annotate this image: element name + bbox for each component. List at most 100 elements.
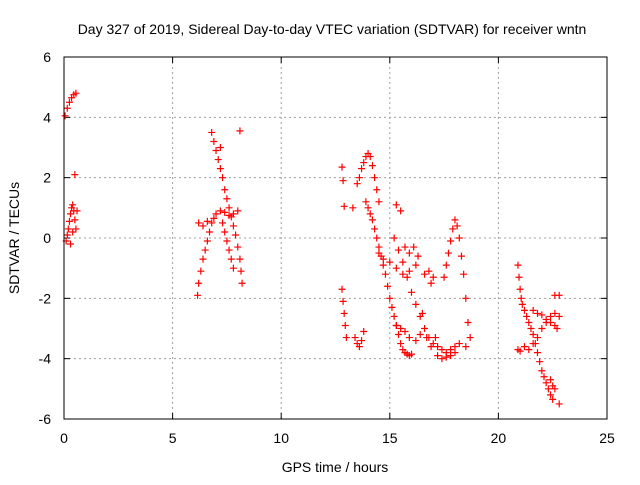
- data-point: [405, 334, 413, 342]
- y-axis-label: SDTVAR / TECUs: [6, 182, 22, 294]
- data-point: [384, 282, 392, 290]
- data-point: [379, 261, 387, 269]
- data-point: [229, 222, 237, 230]
- x-tick-label: 10: [273, 430, 289, 446]
- data-point: [434, 352, 442, 360]
- data-point: [208, 219, 216, 227]
- data-point: [199, 255, 207, 263]
- data-point: [421, 270, 429, 278]
- data-point: [65, 217, 73, 225]
- data-point: [227, 213, 235, 221]
- data-point: [338, 285, 346, 293]
- x-tick-label: 25: [599, 430, 615, 446]
- data-point: [533, 334, 541, 342]
- data-point: [386, 294, 394, 302]
- data-point: [358, 165, 366, 173]
- data-point: [390, 234, 398, 242]
- data-point: [408, 288, 416, 296]
- data-point: [71, 171, 79, 179]
- y-tick-label: -2: [39, 290, 52, 306]
- data-point: [388, 303, 396, 311]
- data-point: [232, 231, 240, 239]
- data-point: [375, 243, 383, 251]
- data-point: [401, 328, 409, 336]
- data-point: [544, 385, 552, 393]
- data-point: [538, 311, 546, 319]
- data-point: [69, 201, 77, 209]
- data-point: [341, 321, 349, 329]
- data-point: [216, 144, 224, 151]
- data-point: [366, 210, 374, 218]
- data-point: [447, 237, 455, 245]
- data-point: [368, 216, 376, 224]
- x-tick-label: 5: [169, 430, 177, 446]
- data-point: [542, 379, 550, 387]
- plot-frame: [63, 56, 608, 420]
- data-point: [440, 273, 448, 281]
- data-point: [64, 225, 72, 233]
- data-point: [371, 225, 379, 233]
- data-point: [227, 255, 235, 263]
- data-point: [553, 325, 561, 332]
- y-tick-label: 2: [43, 170, 51, 186]
- grid: [64, 57, 607, 419]
- y-tick-label: 6: [43, 49, 51, 65]
- x-tick-label: 15: [382, 430, 398, 446]
- data-point: [360, 328, 368, 336]
- data-point: [453, 222, 461, 230]
- data-point: [216, 165, 224, 173]
- data-point: [234, 243, 242, 251]
- data-point: [219, 219, 227, 227]
- data-point: [203, 217, 211, 225]
- y-tick-label: 4: [43, 109, 51, 125]
- data-point: [360, 159, 368, 167]
- data-point: [529, 340, 537, 348]
- chart-title: Day 327 of 2019, Sidereal Day-to-day VTE…: [78, 21, 587, 37]
- data-point: [368, 162, 376, 170]
- data-point: [199, 222, 207, 230]
- data-point: [555, 400, 563, 408]
- data-point: [219, 174, 227, 182]
- data-point: [349, 204, 357, 212]
- data-point: [397, 325, 405, 332]
- data-point: [418, 309, 426, 317]
- data-point: [379, 255, 387, 263]
- data-point: [551, 309, 559, 317]
- data-point: [195, 219, 203, 227]
- data-point: [401, 243, 409, 251]
- data-point: [340, 202, 348, 210]
- data-point: [416, 331, 424, 339]
- data-point: [451, 216, 459, 224]
- x-tick-label: 0: [60, 430, 68, 446]
- data-point: [431, 334, 439, 342]
- data-point: [449, 225, 457, 233]
- data-point: [386, 258, 394, 266]
- data-point: [529, 331, 537, 339]
- data-point: [364, 204, 372, 212]
- y-tick-label: 0: [43, 230, 51, 246]
- data-point: [533, 309, 541, 317]
- data-point: [221, 228, 229, 236]
- data-point: [72, 225, 80, 233]
- data-point: [444, 249, 452, 257]
- data-point: [429, 273, 437, 281]
- data-point: [517, 294, 525, 302]
- data-point: [547, 376, 555, 384]
- data-point: [518, 300, 526, 308]
- data-point: [538, 367, 546, 375]
- data-point: [399, 270, 407, 278]
- data-point: [399, 258, 407, 266]
- data-point: [451, 349, 459, 357]
- data-point: [236, 127, 244, 135]
- x-axis-label: GPS time / hours: [282, 459, 389, 475]
- data-point: [394, 331, 402, 339]
- data-point: [229, 264, 237, 272]
- data-point: [457, 252, 465, 260]
- data-point: [375, 249, 383, 257]
- data-point: [373, 186, 381, 194]
- data-point: [392, 264, 400, 272]
- data-point: [238, 279, 246, 287]
- data-point: [373, 234, 381, 242]
